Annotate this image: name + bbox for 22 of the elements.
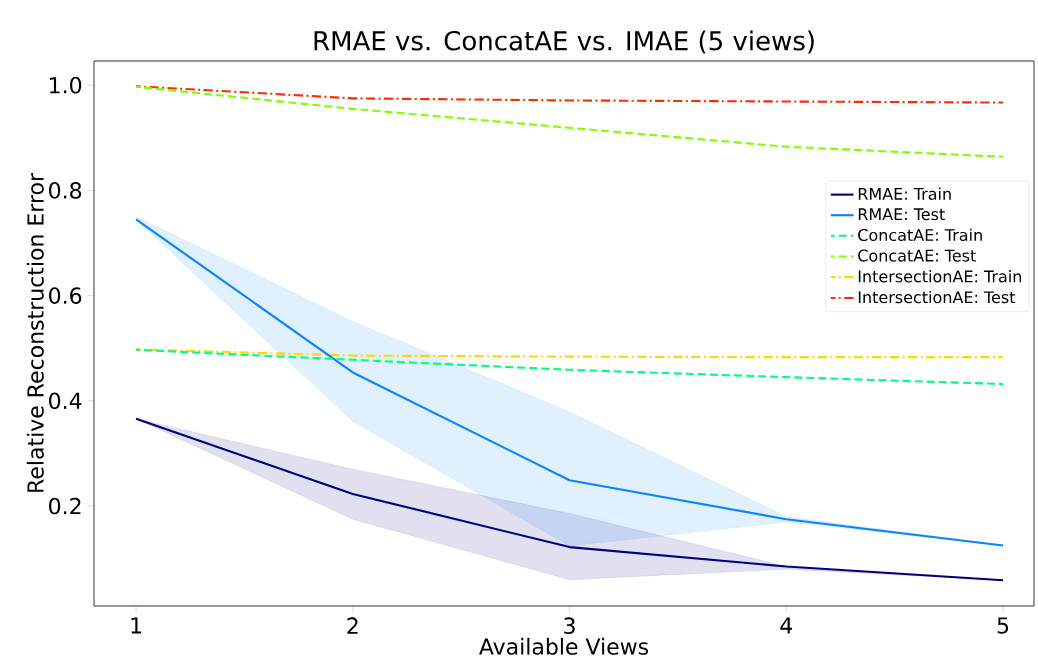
x-axis-title: Available Views bbox=[479, 637, 649, 655]
legend-label: RMAE: Test bbox=[858, 208, 945, 221]
x-tick-label: 2 bbox=[347, 617, 358, 634]
y-tick-label: 0.2 bbox=[49, 497, 81, 515]
chart-title: RMAE vs. ConcatAE vs. IMAE (5 views) bbox=[314, 30, 814, 54]
y-tick-label: 1.0 bbox=[50, 76, 82, 94]
x-tick-label: 5 bbox=[997, 617, 1009, 634]
legend-label: IntersectionAE: Train bbox=[858, 270, 1022, 283]
legend-label: ConcatAE: Test bbox=[858, 249, 976, 262]
y-tick-label: 0.8 bbox=[49, 182, 82, 199]
line-series bbox=[134, 85, 1005, 158]
x-tick-label: 3 bbox=[564, 617, 575, 635]
legend-label: ConcatAE: Train bbox=[858, 228, 982, 242]
x-tick-label: 1 bbox=[131, 617, 142, 634]
y-axis-title: Relative Reconstruction Error bbox=[26, 172, 44, 492]
x-tick-label: 4 bbox=[780, 617, 793, 634]
line-series bbox=[134, 348, 1005, 359]
legend-label: RMAE: Train bbox=[858, 187, 951, 200]
y-tick-label: 0.4 bbox=[49, 392, 82, 410]
y-tick-label: 0.6 bbox=[49, 287, 82, 304]
line-series bbox=[134, 348, 1005, 386]
legend-label: IntersectionAE: Test bbox=[858, 290, 1016, 304]
